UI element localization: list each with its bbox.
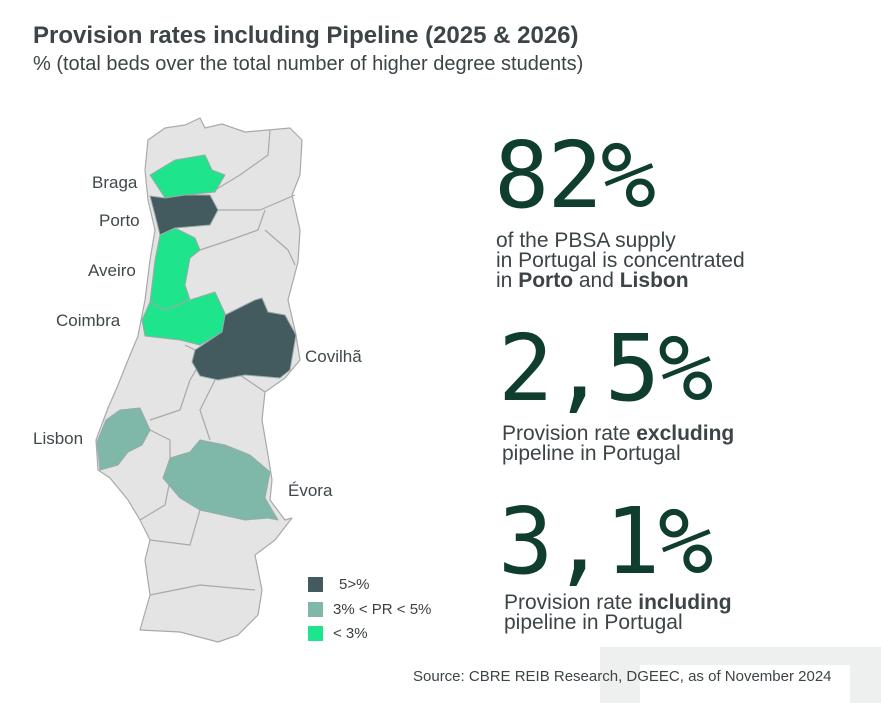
desc-bold: excluding [636, 422, 735, 445]
desc-text: Provision rate [504, 591, 639, 614]
region-castelo-branco [191, 297, 297, 381]
legend-swatch [308, 602, 323, 617]
region-aveiro [149, 227, 201, 311]
label-lisbon: Lisbon [33, 429, 84, 448]
stat-desc-including: Provision rate including pipeline in Por… [504, 591, 732, 634]
label-porto: Porto [99, 211, 140, 230]
legend-item-mid: 3% < PR < 5% [308, 601, 431, 618]
region-porto [149, 194, 219, 236]
desc-line: pipeline in Portugal [504, 611, 683, 634]
background-decoration [640, 665, 850, 703]
desc-line: in Portugal is concentrated [496, 249, 745, 272]
label-coimbra: Coimbra [56, 311, 121, 330]
desc-text: Provision rate [502, 422, 637, 445]
desc-line: of the PBSA supply [496, 229, 676, 252]
label-covilha: Covilhã [305, 347, 362, 366]
legend-swatch [308, 626, 323, 641]
desc-bold: Lisbon [619, 269, 689, 292]
stat-value-including: 3,1% [498, 488, 714, 595]
region-evora [162, 439, 279, 521]
desc-text: and [573, 269, 620, 292]
legend-item-high: 5>% [308, 576, 369, 593]
legend-label: 5>% [339, 576, 370, 593]
desc-bold: Porto [518, 269, 574, 292]
source-note: Source: CBRE REIB Research, DGEEC, as of… [413, 668, 832, 685]
label-braga: Braga [92, 173, 138, 192]
chart-title: Provision rates including Pipeline (2025… [33, 22, 579, 49]
stat-value-excluding: 2,5% [498, 315, 714, 422]
stat-desc-excluding: Provision rate excluding pipeline in Por… [502, 422, 735, 465]
desc-text: in [496, 269, 519, 292]
desc-bold: including [638, 591, 732, 614]
legend-item-low: < 3% [308, 625, 368, 642]
legend-swatch [308, 577, 323, 592]
stat-desc-supply: of the PBSA supply in Portugal is concen… [496, 229, 745, 292]
legend-label: < 3% [333, 625, 368, 642]
desc-line: pipeline in Portugal [502, 442, 681, 465]
region-lisbon [96, 407, 151, 471]
legend-label: 3% < PR < 5% [333, 601, 432, 618]
label-evora: Évora [288, 481, 333, 500]
desc-line: in Porto and Lisbon [496, 269, 745, 292]
chart-subtitle: % (total beds over the total number of h… [33, 53, 584, 75]
stat-value-supply: 82% [494, 122, 656, 229]
label-aveiro: Aveiro [88, 261, 136, 280]
desc-line: Provision rate excluding [502, 422, 735, 445]
desc-line: Provision rate including [504, 591, 732, 614]
